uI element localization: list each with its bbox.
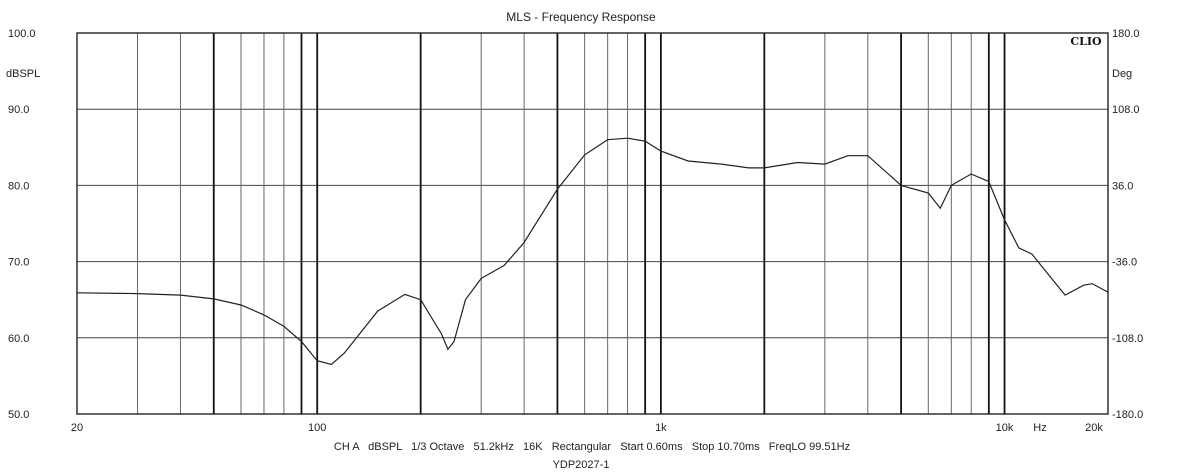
x-tick-label-0: 20	[71, 422, 83, 434]
y2-tick-label-3: -36.0	[1112, 257, 1137, 269]
x-tick-label-3: 10k	[996, 422, 1014, 434]
y2-tick-label-1: 108.0	[1112, 104, 1140, 116]
plot-area-border	[76, 32, 1109, 415]
x-axis-unit-label: Hz	[1033, 422, 1046, 434]
x-tick-label-4: 20k	[1085, 422, 1103, 434]
frequency-response-line-0	[76, 137, 1109, 366]
y2-tick-labels: 180.0 108.0 36.0 -36.0 -108.0 -180.0	[1112, 28, 1143, 421]
measurement-info-line: CH A dBSPL 1/3 Octave 51.2kHz 16K Rectan…	[334, 441, 850, 453]
y-tick-label-0: 100.0	[8, 28, 36, 40]
clio-brand-logo: CLIO	[1070, 35, 1102, 48]
y2-axis-unit-label: Deg	[1112, 68, 1132, 80]
chart-title: MLS - Frequency Response	[506, 10, 656, 24]
y-tick-label-3: 70.0	[8, 257, 29, 269]
y-tick-labels: 100.0 90.0 80.0 70.0 60.0 50.0	[8, 28, 36, 421]
x-tick-label-1: 100	[308, 422, 326, 434]
horizontal-gridlines	[77, 108, 1108, 339]
y-tick-label-2: 80.0	[8, 180, 29, 192]
y-axis-unit-label: dBSPL	[6, 68, 40, 80]
y2-tick-label-2: 36.0	[1112, 180, 1133, 192]
y2-tick-label-4: -108.0	[1112, 333, 1143, 345]
y2-tick-label-5: -180.0	[1112, 409, 1143, 421]
y2-tick-label-0: 180.0	[1112, 28, 1140, 40]
x-tick-labels: 20 100 1k 10k 20k	[71, 422, 1103, 434]
vertical-gridlines	[137, 33, 1006, 414]
y-tick-label-1: 90.0	[8, 104, 29, 116]
y-tick-label-4: 60.0	[8, 333, 29, 345]
series-layer	[76, 137, 1109, 366]
x-tick-label-2: 1k	[655, 422, 667, 434]
device-label: YDP2027-1	[553, 459, 610, 471]
y-tick-label-5: 50.0	[8, 409, 29, 421]
